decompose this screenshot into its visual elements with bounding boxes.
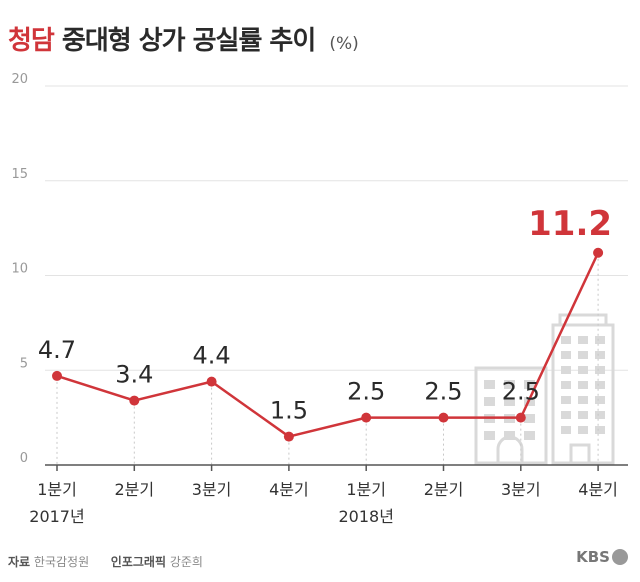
kbs-logo: KBS	[576, 548, 628, 566]
building-window	[484, 397, 495, 406]
building-window	[595, 396, 605, 404]
title-main: 중대형 상가 공실률 추이	[61, 26, 316, 56]
building-illustration	[474, 313, 615, 465]
building-window	[578, 426, 588, 434]
data-labels: 4.7 3.4 4.4 1.5 2.5 2.5 2.5 11.2	[38, 204, 612, 425]
data-point	[593, 247, 604, 258]
year-label: 2017년	[29, 507, 84, 526]
building-window	[578, 366, 588, 374]
x-tick-label: 4분기	[269, 480, 309, 499]
building-window	[595, 366, 605, 374]
y-tick-label: 5	[20, 356, 28, 371]
data-series	[52, 247, 604, 442]
building-window	[595, 426, 605, 434]
building-window	[484, 380, 495, 389]
building-window	[524, 431, 535, 440]
line-chart: 0 5 10 15 20 1분기 2분기 3분기 4분기 1분기 2분기 3분기 4분기 2017년 20…	[11, 72, 628, 526]
building-window	[578, 411, 588, 419]
data-point	[438, 412, 449, 423]
building-roof	[558, 313, 608, 327]
data-label: 4.4	[193, 342, 231, 370]
building-window	[504, 397, 515, 406]
x-axis: 1분기 2분기 3분기 4분기 1분기 2분기 3분기 4분기 2017년 2018년	[29, 464, 628, 526]
building-window	[595, 351, 605, 359]
building-left	[474, 366, 548, 465]
building-window	[578, 381, 588, 389]
building-window	[561, 381, 571, 389]
x-tick-label: 1분기	[37, 480, 77, 499]
building-door	[496, 435, 524, 463]
x-tick-label: 3분기	[192, 480, 232, 499]
footer-credits: 자료 한국감정원 인포그래픽 강준희	[8, 553, 203, 570]
data-point	[515, 412, 526, 423]
data-label: 3.4	[115, 361, 153, 389]
source-text: 한국감정원	[33, 555, 90, 569]
building-window	[524, 380, 535, 389]
data-label: 11.2	[528, 204, 612, 244]
data-point	[52, 370, 62, 381]
data-point	[283, 431, 294, 442]
data-point	[361, 412, 372, 423]
title-unit: (%)	[329, 34, 359, 54]
data-label: 2.5	[502, 378, 540, 406]
logo-text: KBS	[576, 548, 610, 566]
building-window	[504, 380, 515, 389]
building-window	[504, 431, 515, 440]
source-label: 자료	[8, 555, 31, 569]
year-label: 2018년	[338, 507, 393, 526]
building-window	[561, 351, 571, 359]
y-tick-label: 15	[11, 167, 28, 182]
building-window	[595, 336, 605, 344]
building-window	[561, 396, 571, 404]
data-point	[206, 376, 217, 387]
y-tick-label: 10	[11, 262, 28, 277]
building-door	[569, 443, 591, 465]
building-window	[578, 396, 588, 404]
building-window	[595, 411, 605, 419]
series-line	[56, 252, 600, 438]
title-highlight: 청담	[8, 26, 55, 56]
x-tick-label: 1분기	[346, 480, 386, 499]
graphic-label: 인포그래픽	[110, 555, 166, 569]
building-window	[561, 366, 571, 374]
building-window	[561, 426, 571, 434]
x-tick-label: 2분기	[114, 480, 154, 499]
grid-lines: 0 5 10 15 20	[11, 72, 628, 466]
graphic-text: 강준희	[169, 555, 203, 569]
y-tick-label: 0	[20, 451, 28, 466]
chart-title: 청담 중대형 상가 공실률 추이 (%)	[8, 20, 359, 60]
data-point	[129, 395, 140, 406]
data-label: 1.5	[270, 397, 308, 425]
building-window	[578, 336, 588, 344]
building-window	[561, 336, 571, 344]
x-tick-label: 4분기	[578, 480, 618, 499]
y-tick-label: 20	[11, 72, 28, 87]
building-window	[595, 381, 605, 389]
data-label: 4.7	[38, 336, 76, 364]
building-window	[484, 431, 495, 440]
building-window	[578, 351, 588, 359]
logo-icon	[612, 549, 628, 565]
x-tick-label: 2분기	[424, 480, 464, 499]
data-label: 2.5	[424, 378, 462, 406]
data-label: 2.5	[347, 378, 385, 406]
building-right	[551, 323, 615, 465]
building-window	[561, 411, 571, 419]
building-window	[524, 414, 535, 423]
x-tick-label: 3분기	[501, 480, 541, 499]
guide-lines	[56, 258, 599, 465]
